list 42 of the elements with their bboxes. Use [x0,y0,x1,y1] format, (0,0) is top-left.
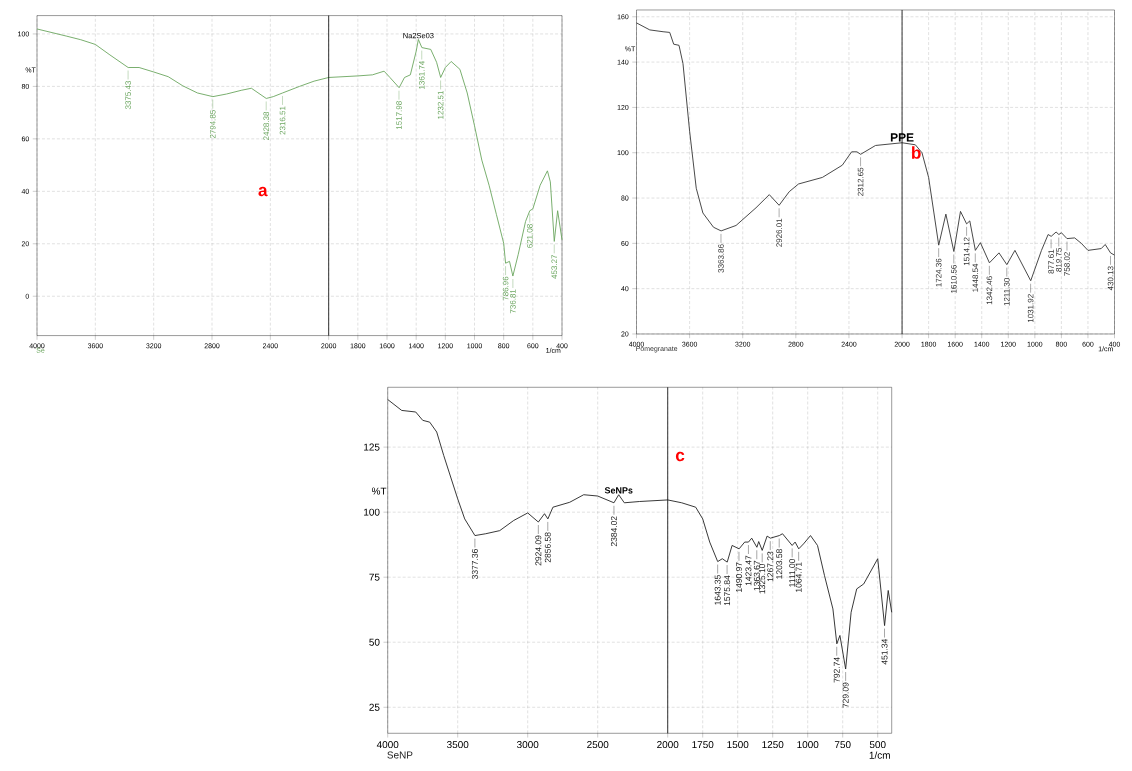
annotation: 1267.23 [767,551,774,582]
x-tick-label: 3500 [447,741,469,749]
y-tick-label: 25 [369,703,380,711]
x-tick-label: 1750 [692,741,714,749]
x-tick-label: 1250 [762,741,784,749]
annotation: 3377.36 [471,549,478,579]
annotation: 2924.09 [535,535,542,566]
text: SeNP [387,751,413,759]
annotation: 1490.97 [735,562,742,592]
annotation: 1064.71 [795,562,802,592]
x-tick-label: 500 [869,741,886,749]
x-tick-label: 2000 [657,741,679,749]
annotation: 451.34 [881,638,888,665]
y-tick-label: 75 [369,573,380,581]
annotation: 729.09 [842,682,849,708]
annotation: 792.74 [833,657,840,683]
x-tick-label: 1000 [797,741,819,749]
annotation: 1423.47 [745,555,752,586]
annotation: 2856.58 [544,532,551,563]
x-axis-title: 1/cm [869,751,890,759]
text: c [675,451,685,462]
x-tick-label: 750 [834,741,851,749]
y-tick-label: 100 [364,508,380,516]
text: b [912,146,921,159]
y-axis-title: %T [371,487,387,495]
annotation: SeNPs [604,487,633,494]
line-series [36,28,563,277]
y-tick-label: 125 [364,443,380,451]
annotation: 1203.58 [776,549,783,579]
annotation: 2384.02 [610,516,617,547]
x-tick-label: 4000 [376,741,399,749]
annotation: 1363.67 [753,560,760,591]
text: a [258,186,268,197]
annotation: PPE [890,133,914,142]
annotation: 1111.00 [789,558,796,587]
annotation: 1643.35 [714,575,721,605]
x-tick-label: 1500 [727,741,749,749]
x-tick-label: 3000 [517,741,539,749]
annotation: 1325.10 [759,563,766,594]
annotation: 1575.84 [724,575,731,606]
x-tick-label: 2500 [587,741,609,749]
y-tick-label: 50 [369,638,380,646]
